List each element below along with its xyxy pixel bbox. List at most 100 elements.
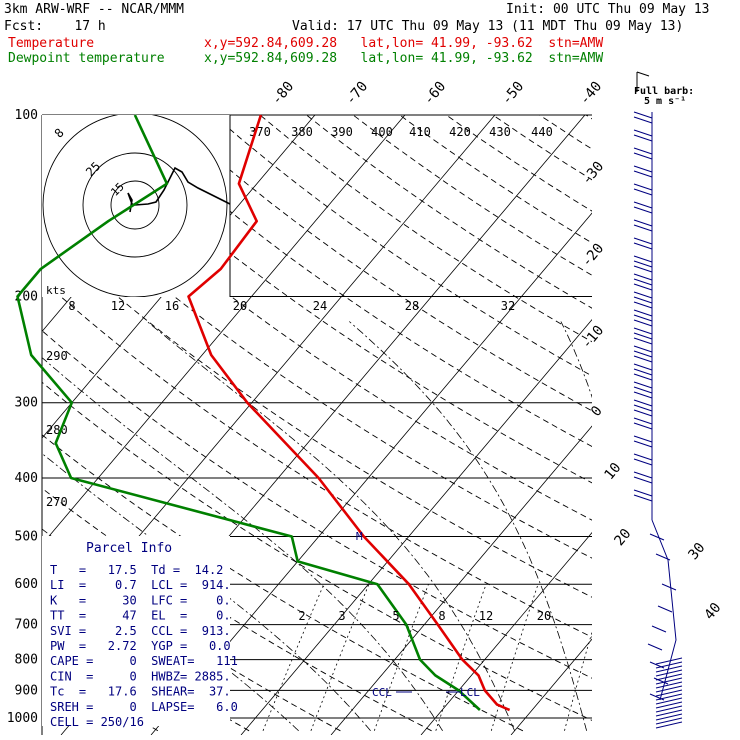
- wind-barb: [633, 283, 653, 291]
- wind-barbs: Full barb:5 m s⁻¹: [633, 71, 694, 729]
- wind-barb: [633, 237, 653, 245]
- wind-barb: [633, 399, 653, 407]
- wind-barb: [633, 345, 653, 353]
- theta-label: 370: [249, 125, 271, 139]
- wind-barb: [649, 533, 665, 541]
- pressure-label: 1000: [7, 711, 38, 726]
- wind-barb: [633, 368, 653, 376]
- dry-adiabat-line: [726, 115, 740, 731]
- wind-barb: [633, 170, 653, 178]
- wind-barb: [633, 332, 653, 340]
- wind-barb: [633, 489, 653, 497]
- parcel-info-row: CELL = 250/16: [50, 715, 144, 729]
- pressure-label: 100: [15, 108, 38, 123]
- pressure-label: 300: [15, 396, 38, 411]
- dry-adiabat-line: [42, 179, 592, 559]
- init-time: Init: 00 UTC Thu 09 May 13: [506, 2, 710, 17]
- wind-barb: [633, 242, 653, 250]
- mixing-ratio-line: [490, 584, 539, 731]
- parcel-info-row: CAPE = 0 SWEAT= 111: [50, 654, 238, 668]
- wind-barb: [633, 296, 653, 304]
- model-title: 3km ARW-WRF -- NCAR/MMM: [4, 2, 185, 17]
- pressure-label: 600: [15, 577, 38, 592]
- wind-barb: [633, 278, 653, 286]
- isotherm-label: -40: [577, 79, 606, 109]
- dry-adiabat-line: [306, 115, 592, 309]
- wind-barb: [633, 134, 653, 142]
- dry-adiabat-line: [259, 115, 592, 343]
- wind-barb: [633, 391, 653, 399]
- el-marker: M: [356, 530, 363, 543]
- parcel-info-title: Parcel Info: [86, 541, 172, 556]
- wind-barb: [633, 273, 653, 281]
- parcel-info-row: PW = 2.72 YGP = 0.0: [50, 639, 231, 653]
- theta-label: 420: [449, 125, 471, 139]
- pressure-label: 900: [15, 683, 38, 698]
- mixing-ratio-line: [373, 584, 429, 731]
- dewpoint-profile: [16, 114, 481, 711]
- dry-adiabat-line: [42, 434, 524, 732]
- wind-barb: [633, 147, 653, 155]
- dry-adiabat-line: [42, 279, 592, 638]
- dry-adiabat-line: [42, 129, 592, 521]
- parcel-info-row: Tc = 17.6 SHEAR= 37.: [50, 685, 231, 699]
- hodograph-speed-label: 16: [165, 299, 179, 313]
- isotherm-label: -70: [343, 79, 372, 109]
- theta-label: 440: [531, 125, 553, 139]
- wind-barb: [661, 583, 677, 591]
- isotherm-line: [330, 425, 592, 735]
- dry-adiabat-line: [42, 330, 592, 679]
- hodograph-ring: [110, 180, 160, 230]
- forecast-hour: Fcst: 17 h: [4, 19, 106, 34]
- mixing-ratio-label: 12: [479, 609, 493, 623]
- moist-adiabat-line: [349, 321, 587, 731]
- mixing-ratio-line: [435, 584, 487, 731]
- wind-barb: [633, 165, 653, 173]
- mixing-ratio-label: 8: [438, 609, 445, 623]
- mixing-ratio-label: 20: [537, 609, 551, 623]
- theta-label: 380: [291, 125, 313, 139]
- wind-barb: [633, 337, 653, 345]
- moist-adiabat-line: [146, 321, 515, 731]
- temperature-profile: [187, 114, 511, 712]
- isotherm-label: -60: [421, 79, 450, 109]
- isotherm-line: [150, 212, 592, 735]
- mixing-ratio-line: [262, 584, 325, 731]
- isotherm-label: 10: [601, 460, 624, 483]
- wind-barb: [633, 355, 653, 363]
- hodograph-ring: [42, 115, 228, 297]
- wind-barb: [633, 152, 653, 160]
- wind-barb: [633, 314, 653, 322]
- isotherm-label: -80: [269, 79, 298, 109]
- mixing-ratio-lines: [262, 584, 592, 731]
- isotherm-line: [691, 115, 740, 735]
- hodograph-ring: [82, 152, 188, 258]
- parcel-info-row: SREH = 0 LAPSE= 6.0: [50, 700, 238, 714]
- wind-barb: [633, 417, 653, 425]
- wind-barb: [633, 363, 653, 371]
- moist-adiabat-line: [42, 357, 443, 732]
- parcel-info-row: CIN = 0 HWBZ= 2885.: [50, 669, 231, 683]
- mixing-ratio-label: 5: [392, 609, 399, 623]
- isotherm-line: [42, 115, 406, 546]
- hodograph-speed-label: 8: [68, 299, 75, 313]
- isotherm-label: 30: [685, 540, 708, 563]
- theta-labels: 370 380 390 400 410 420 430 440 290 280 270 8 12 16 20…: [46, 125, 553, 509]
- isotherm-label: 0: [588, 403, 606, 420]
- dry-adiabat-line: [399, 115, 592, 244]
- dry-adiabat-line: [585, 115, 592, 120]
- valid-time: Valid: 17 UTC Thu 09 May 13 (11 MDT Thu …: [292, 19, 684, 34]
- mixing-ratio-line: [310, 584, 370, 731]
- wind-barb: [633, 301, 653, 309]
- wind-barb: [633, 350, 653, 358]
- dewpoint-label: Dewpoint temperature: [8, 51, 165, 66]
- parcel-info-row: K = 30 LFC = 0.: [50, 593, 231, 607]
- theta-label: 390: [331, 125, 353, 139]
- mixing-ratio-label: 2: [298, 609, 305, 623]
- temperature-label: Temperature: [8, 36, 95, 51]
- wind-barb: [657, 605, 673, 613]
- wind-legend-line2: 5 m s⁻¹: [644, 96, 686, 107]
- isotherm-label: 40: [701, 600, 724, 623]
